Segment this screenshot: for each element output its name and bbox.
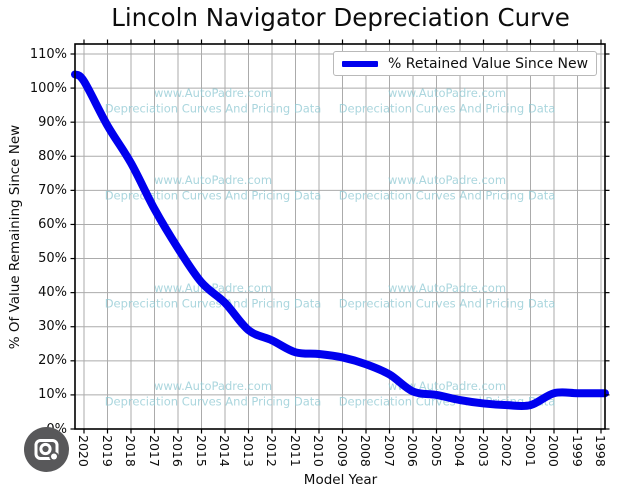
x-tick-label: 2013 bbox=[240, 435, 256, 467]
x-tick-label: 2012 bbox=[264, 435, 279, 467]
y-tick-label: 70% bbox=[38, 182, 67, 198]
camera-overlay-button[interactable] bbox=[24, 427, 69, 472]
watermark-site-text: www.AutoPadre.com bbox=[154, 379, 272, 393]
x-tick-label: 2014 bbox=[217, 435, 232, 467]
x-tick-label: 2019 bbox=[99, 435, 115, 467]
watermark-tagline-text: Depreciation Curves And Pricing Data bbox=[105, 395, 322, 409]
x-tick-label: 1998 bbox=[593, 435, 608, 467]
y-tick-label: 20% bbox=[38, 353, 67, 369]
legend: % Retained Value Since New bbox=[333, 51, 597, 76]
y-tick-label: 50% bbox=[38, 251, 67, 267]
x-tick-label: 2003 bbox=[475, 435, 491, 467]
watermark-site-text: www.AutoPadre.com bbox=[388, 281, 506, 295]
x-tick-label: 2002 bbox=[499, 435, 514, 467]
legend-label: % Retained Value Since New bbox=[388, 55, 589, 72]
y-tick-label: 10% bbox=[38, 387, 67, 403]
x-tick-label: 2001 bbox=[522, 435, 538, 467]
x-tick-label: 2009 bbox=[334, 435, 350, 467]
watermark-tagline-text: Depreciation Curves And Pricing Data bbox=[339, 297, 556, 311]
y-tick-label: 90% bbox=[38, 114, 67, 130]
x-tick-label: 2005 bbox=[428, 435, 444, 467]
y-tick-label: 100% bbox=[29, 80, 67, 96]
x-tick-label: 2008 bbox=[358, 435, 373, 467]
x-tick-label: 2015 bbox=[193, 435, 209, 467]
y-tick-label: 30% bbox=[38, 319, 67, 335]
watermark-tagline-text: Depreciation Curves And Pricing Data bbox=[105, 102, 322, 116]
retained-value-curve bbox=[71, 70, 609, 411]
watermark-site-text: www.AutoPadre.com bbox=[388, 173, 506, 187]
y-tick-label: 40% bbox=[38, 285, 67, 301]
x-tick-label: 2017 bbox=[146, 435, 162, 467]
watermark-site-text: www.AutoPadre.com bbox=[154, 86, 272, 100]
x-tick-label: 2010 bbox=[311, 435, 326, 467]
y-tick-label: 60% bbox=[38, 216, 67, 232]
camera-icon bbox=[24, 427, 69, 472]
y-tick-label: 110% bbox=[29, 46, 67, 62]
x-tick-label: 1999 bbox=[569, 435, 585, 467]
watermark-tagline-text: Depreciation Curves And Pricing Data bbox=[105, 189, 322, 203]
plot-border bbox=[74, 43, 606, 430]
x-tick-label: 2011 bbox=[287, 435, 303, 467]
watermark-tagline-text: Depreciation Curves And Pricing Data bbox=[339, 102, 556, 116]
y-tick-label: 80% bbox=[38, 148, 67, 164]
chart-title: Lincoln Navigator Depreciation Curve bbox=[111, 3, 570, 32]
x-tick-label: 2007 bbox=[381, 435, 397, 467]
watermark-tagline-text: Depreciation Curves And Pricing Data bbox=[339, 189, 556, 203]
legend-line-swatch bbox=[342, 60, 378, 67]
watermark-site-text: www.AutoPadre.com bbox=[154, 173, 272, 187]
watermark-tagline-text: Depreciation Curves And Pricing Data bbox=[105, 297, 322, 311]
x-tick-label: 2018 bbox=[123, 435, 138, 467]
x-tick-label: 2006 bbox=[405, 435, 420, 467]
x-tick-label: 2016 bbox=[170, 435, 185, 467]
x-axis-label: Model Year bbox=[303, 472, 378, 488]
x-tick-label: 2020 bbox=[76, 435, 91, 467]
x-tick-label: 2004 bbox=[452, 435, 467, 467]
x-tick-label: 2000 bbox=[546, 435, 561, 467]
watermark-site-text: www.AutoPadre.com bbox=[388, 86, 506, 100]
